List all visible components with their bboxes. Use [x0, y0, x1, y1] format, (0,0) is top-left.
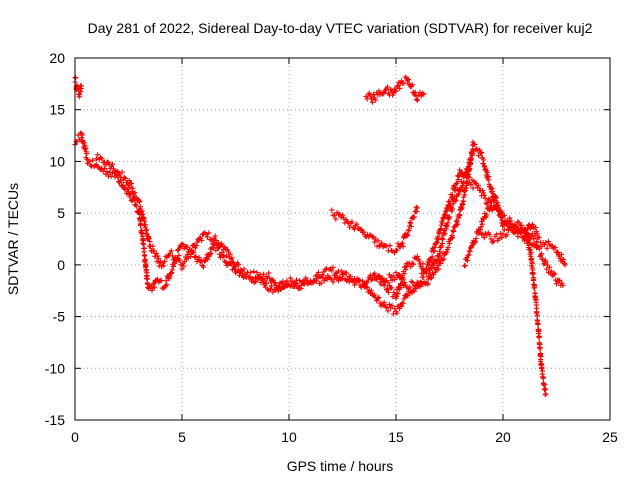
y-tick-label: 5 — [57, 205, 65, 221]
series-segment-top — [363, 74, 427, 105]
x-tick-label: 5 — [178, 429, 186, 445]
y-axis-label: SDTVAR / TECUs — [5, 183, 21, 295]
series-trace-f — [479, 221, 540, 245]
y-tick-label: -5 — [53, 309, 66, 325]
series-markers — [363, 74, 427, 105]
x-tick-label: 20 — [495, 429, 511, 445]
x-axis-ticks: 0 5 10 15 20 25 — [71, 58, 618, 445]
x-tick-label: 0 — [71, 429, 79, 445]
series-markers — [372, 148, 476, 301]
y-tick-label: -10 — [45, 360, 65, 376]
y-axis-ticks: -15 -10 -5 0 5 10 15 20 — [45, 50, 610, 428]
y-tick-label: 15 — [49, 102, 65, 118]
x-tick-label: 25 — [602, 429, 618, 445]
x-tick-label: 15 — [388, 429, 404, 445]
series-markers — [479, 221, 540, 245]
chart-title: Day 281 of 2022, Sidereal Day-to-day VTE… — [88, 20, 593, 36]
grid-lines — [75, 58, 610, 420]
data-series — [72, 74, 568, 398]
plot-frame — [74, 57, 611, 421]
y-tick-label: 0 — [57, 257, 65, 273]
y-tick-label: 20 — [49, 50, 65, 66]
x-axis-label: GPS time / hours — [287, 458, 394, 474]
x-tick-label: 10 — [281, 429, 297, 445]
y-tick-label: 10 — [49, 153, 65, 169]
series-markers — [329, 204, 420, 256]
y-tick-label: -15 — [45, 412, 65, 428]
series-trace-d — [372, 148, 476, 301]
series-trace-c — [329, 204, 420, 256]
